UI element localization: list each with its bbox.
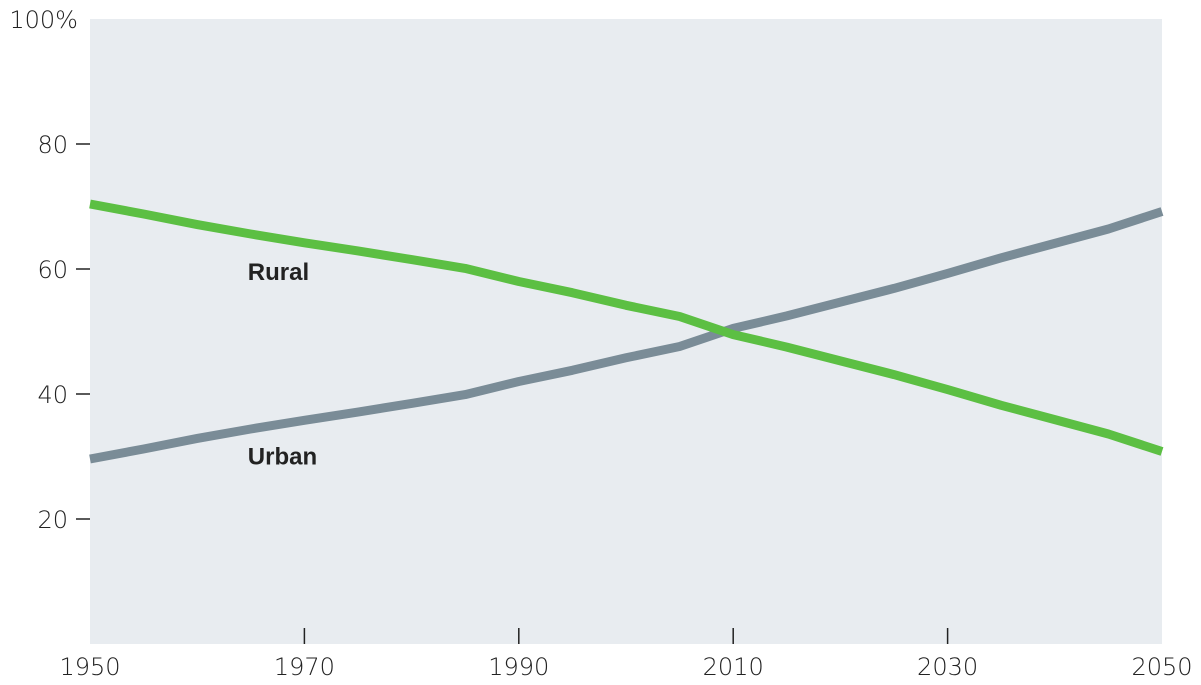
y-tick-label-20: 20 xyxy=(37,506,68,534)
x-tick-label-2050: 2050 xyxy=(1131,653,1192,681)
series-line-urban xyxy=(89,207,1164,464)
y-tick-label-80: 80 xyxy=(37,131,68,159)
series-label-urban: Urban xyxy=(248,444,317,471)
y-tick-label-60: 60 xyxy=(37,256,68,284)
x-tick-label-2010: 2010 xyxy=(703,653,764,681)
x-tick-label-1990: 1990 xyxy=(488,653,549,681)
plot-background xyxy=(90,19,1162,644)
x-tick-label-2030: 2030 xyxy=(917,653,978,681)
series-line-rural xyxy=(89,199,1164,456)
y-tick-label-40: 40 xyxy=(37,381,68,409)
x-tick-label-1950: 1950 xyxy=(59,653,120,681)
y-tick-label-100: 100% xyxy=(9,6,78,34)
x-tick-label-1970: 1970 xyxy=(274,653,335,681)
series-label-rural: Rural xyxy=(248,259,309,286)
